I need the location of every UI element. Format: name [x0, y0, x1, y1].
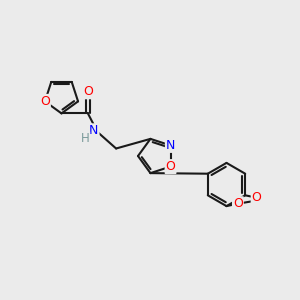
Text: O: O	[233, 197, 243, 210]
Text: H: H	[80, 132, 89, 145]
Text: N: N	[89, 124, 99, 137]
Text: O: O	[166, 160, 176, 173]
Text: O: O	[40, 95, 50, 108]
Text: N: N	[166, 139, 175, 152]
Text: O: O	[252, 191, 262, 204]
Text: O: O	[83, 85, 93, 98]
